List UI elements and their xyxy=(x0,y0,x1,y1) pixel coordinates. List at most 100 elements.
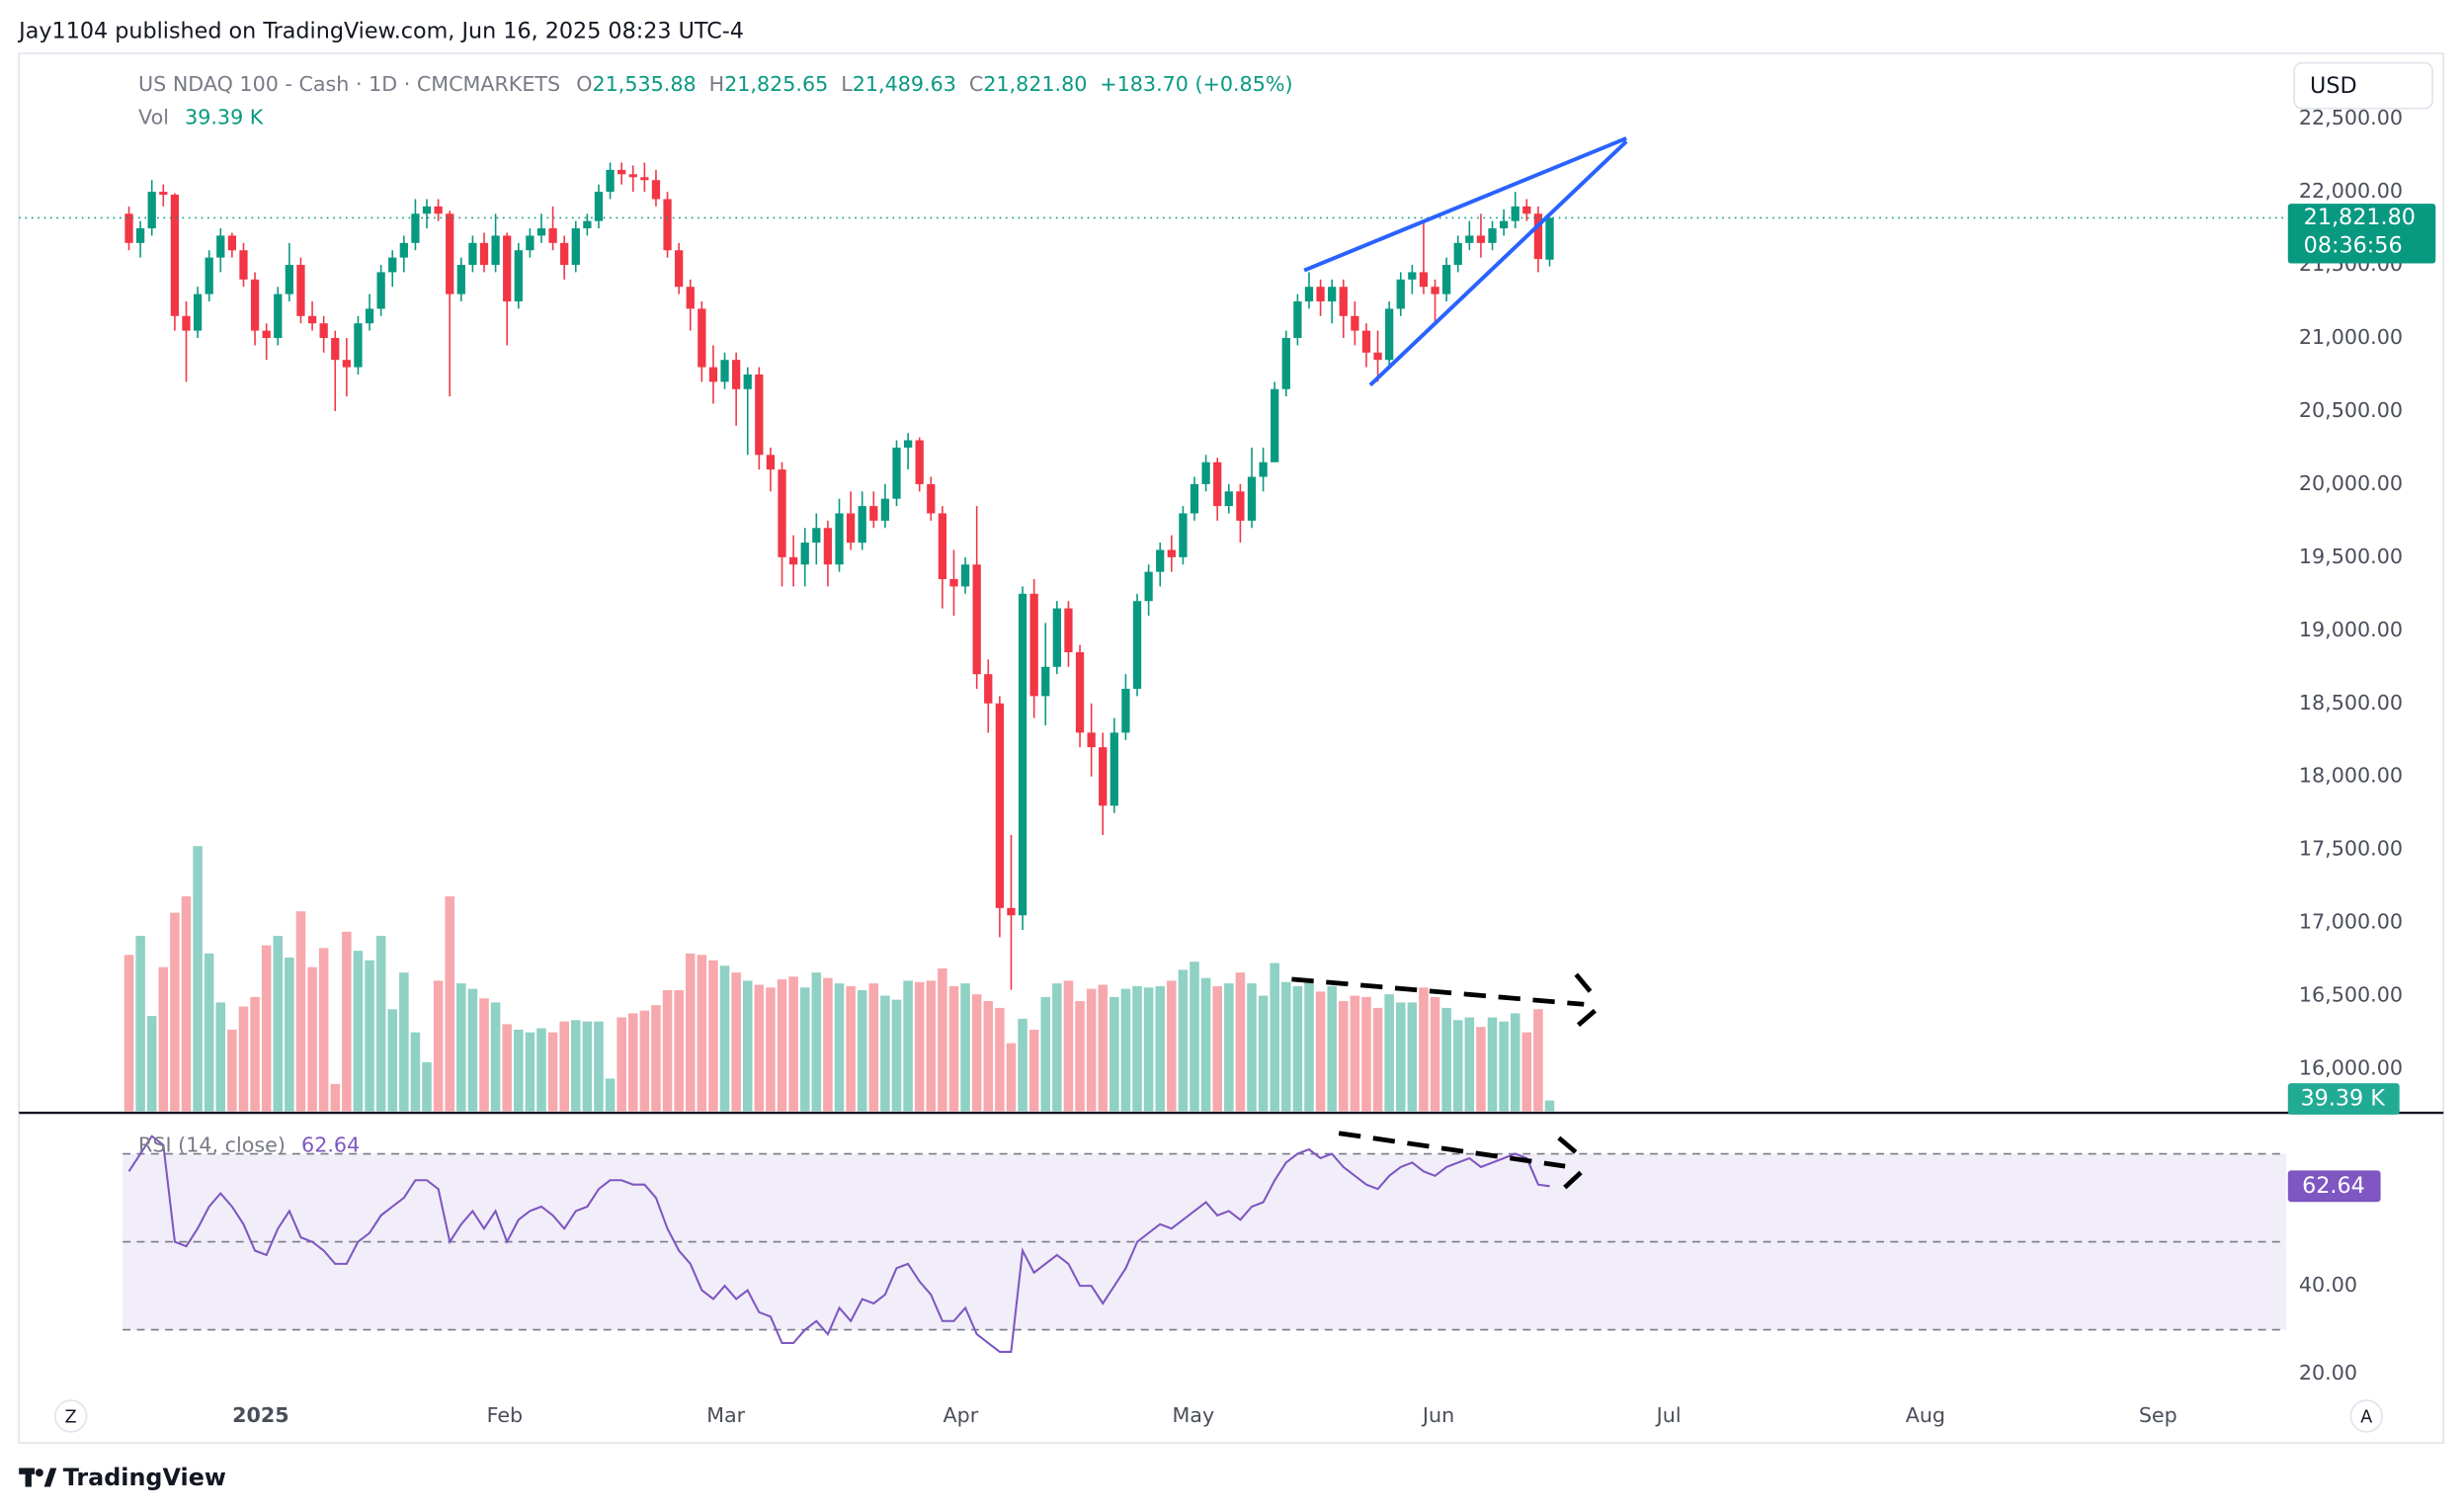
candle-body xyxy=(285,265,294,294)
volume-bar xyxy=(754,984,765,1112)
candle-body xyxy=(193,294,203,331)
candle-body xyxy=(1271,388,1279,462)
volume-bar xyxy=(1441,1007,1451,1112)
volume-bar xyxy=(365,960,374,1112)
candle-body xyxy=(182,315,191,331)
candle-body xyxy=(1419,272,1429,288)
candle-body xyxy=(1259,462,1268,477)
candle-body xyxy=(159,192,168,196)
candle-body xyxy=(262,330,271,338)
volume-chevron-bottom[interactable] xyxy=(1569,1008,1597,1034)
candle-body xyxy=(479,242,489,266)
divergence-drawing[interactable] xyxy=(1291,972,1597,1197)
candle-body xyxy=(743,374,752,389)
candle-body xyxy=(147,192,156,229)
auto-button[interactable] xyxy=(2349,1399,2383,1433)
candle-body xyxy=(823,528,833,565)
volume-bar xyxy=(571,1020,581,1112)
candle-body xyxy=(1075,651,1085,733)
volume-bar xyxy=(1258,995,1269,1112)
candle-body xyxy=(984,674,993,704)
rsi-chevron-bottom[interactable] xyxy=(1555,1170,1583,1197)
price-badge-value: 21,821.80 xyxy=(2304,205,2416,230)
candle-body xyxy=(411,213,420,243)
lower-trendline[interactable] xyxy=(1368,139,1628,387)
candle-body xyxy=(1476,235,1486,243)
candle-body xyxy=(915,440,924,484)
auto-button-label[interactable]: A xyxy=(2360,1408,2372,1428)
candle-body xyxy=(1109,732,1118,806)
volume-bar xyxy=(502,1024,512,1112)
candle-body xyxy=(503,235,512,302)
candle-body xyxy=(755,374,764,456)
candle-body xyxy=(342,360,351,368)
volume-bar xyxy=(1075,1001,1085,1112)
candle-body xyxy=(319,323,328,338)
y-tick-label: 20,000.00 xyxy=(2299,471,2403,495)
currency-label[interactable]: USD xyxy=(2310,73,2357,99)
candle-body xyxy=(1293,301,1302,338)
candle-body xyxy=(1351,315,1359,331)
legend: US NDAQ 100 - Cash · 1D · CMCMARKETS O21… xyxy=(138,72,1292,96)
candle-body xyxy=(640,177,649,181)
candle-body xyxy=(995,703,1005,908)
volume-bar xyxy=(215,1002,226,1112)
candle-body xyxy=(216,235,225,258)
volume-bar xyxy=(846,985,856,1112)
rsi-chevron-top[interactable] xyxy=(1557,1135,1582,1157)
volume-bar xyxy=(1419,987,1429,1112)
candle-body xyxy=(800,543,809,565)
volume-bar xyxy=(285,957,294,1112)
candle-body xyxy=(1499,220,1509,229)
volume-bar xyxy=(1224,983,1234,1112)
candle-body xyxy=(617,169,626,175)
volume-bar xyxy=(1281,981,1291,1112)
wedge-drawing[interactable] xyxy=(1303,136,1628,387)
volume-divergence-line[interactable] xyxy=(1291,976,1585,1007)
volume-bar xyxy=(674,989,684,1112)
volume-bar xyxy=(1178,969,1189,1112)
volume-bar xyxy=(891,999,902,1112)
volume-value: 39.39 K xyxy=(185,105,264,128)
y-tick-label: 20,500.00 xyxy=(2299,398,2403,422)
candle-body xyxy=(594,192,604,221)
volume-chevron-top[interactable] xyxy=(1574,972,1595,995)
volume-bar xyxy=(146,1016,157,1112)
candle-body xyxy=(399,242,408,258)
volume-bar xyxy=(971,994,982,1112)
candle-body xyxy=(526,235,534,251)
volume-bar xyxy=(1315,991,1326,1112)
volume-bar xyxy=(1338,1001,1349,1112)
volume-bar xyxy=(914,981,925,1112)
volume-bar xyxy=(582,1021,593,1112)
zoom-button[interactable] xyxy=(53,1399,88,1433)
candle-body xyxy=(651,180,661,200)
volume-bar xyxy=(250,996,260,1112)
candle-body xyxy=(1522,206,1531,214)
volume-bar xyxy=(1120,988,1131,1112)
volume-bar xyxy=(490,1002,501,1112)
volume-bar xyxy=(823,977,833,1112)
volume-bar xyxy=(1430,996,1440,1112)
volume-bar xyxy=(788,976,798,1112)
volume-bar xyxy=(525,1032,535,1112)
volume-bar xyxy=(1132,985,1142,1112)
volume-bar xyxy=(834,983,845,1112)
candle-body xyxy=(1007,907,1016,916)
candle-body xyxy=(124,213,133,243)
footer-logo xyxy=(19,1468,57,1487)
candle-body xyxy=(1179,513,1188,557)
candle-body xyxy=(858,506,866,544)
y-tick-label: 16,500.00 xyxy=(2299,983,2403,1007)
chart-frame xyxy=(18,52,2445,1444)
candle-body xyxy=(456,265,465,294)
upper-trendline[interactable] xyxy=(1303,136,1627,273)
y-tick-label: 22,000.00 xyxy=(2299,179,2403,203)
zoom-button-label[interactable]: Z xyxy=(65,1408,77,1428)
rsi-line xyxy=(127,1134,1550,1353)
rsi-tick-label: 20.00 xyxy=(2299,1361,2357,1385)
currency-button[interactable] xyxy=(2293,61,2433,110)
rsi-tick-label: 40.00 xyxy=(2299,1273,2357,1297)
rsi-divergence-line[interactable] xyxy=(1338,1131,1566,1169)
candle-body xyxy=(1339,287,1348,316)
